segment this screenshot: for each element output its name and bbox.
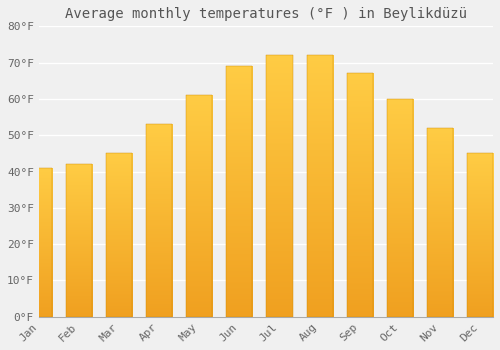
Bar — [146, 124, 172, 317]
Bar — [467, 153, 493, 317]
Title: Average monthly temperatures (°F ) in Beylikdüzü: Average monthly temperatures (°F ) in Be… — [65, 7, 467, 21]
Bar — [66, 164, 92, 317]
Bar — [26, 168, 52, 317]
Bar — [266, 55, 292, 317]
Bar — [186, 95, 212, 317]
Bar — [346, 74, 372, 317]
Bar — [387, 99, 413, 317]
Bar — [106, 153, 132, 317]
Bar — [226, 66, 252, 317]
Bar — [427, 128, 453, 317]
Bar — [306, 55, 332, 317]
